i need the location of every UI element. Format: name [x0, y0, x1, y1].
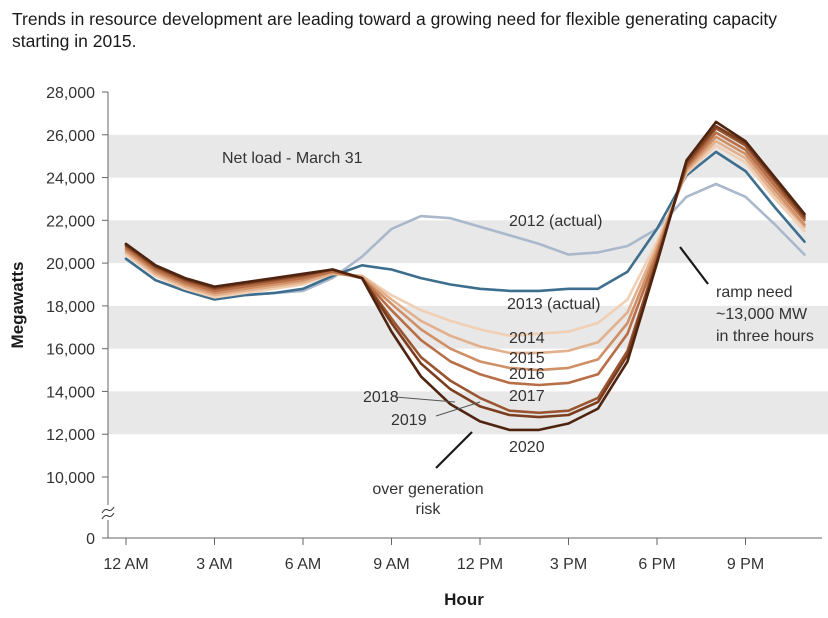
grid-band [108, 134, 828, 178]
x-axis-title: Hour [444, 590, 484, 609]
series-line-2014 [124, 144, 806, 338]
label-2014: 2014 [509, 330, 545, 347]
y-tick-label: 24,000 [46, 171, 95, 188]
label-2016: 2016 [509, 366, 545, 383]
y-tick-label: 16,000 [46, 342, 95, 359]
y-axis-title: Megawatts [8, 262, 27, 349]
ramp-label-line2: ~13,000 MW [716, 306, 808, 323]
ramp-label-line1: ramp need [716, 284, 793, 301]
y-tick-label: 26,000 [46, 128, 95, 145]
chart-title: Trends in resource development are leadi… [12, 9, 777, 51]
y-tick-label: 28,000 [46, 85, 95, 102]
grid-band [108, 220, 828, 264]
label-2020: 2020 [509, 439, 545, 456]
y-tick-labels: 0 10,000 12,000 14,000 16,000 18,000 20,000 22,… [46, 85, 108, 548]
label-2015: 2015 [509, 350, 545, 367]
label-2017: 2017 [509, 388, 545, 405]
label-2013: 2013 (actual) [507, 296, 600, 313]
y-tick-label: 20,000 [46, 256, 95, 273]
ramp-label-line3: in three hours [716, 328, 814, 345]
series-lines [124, 120, 806, 432]
y-tick-label: 14,000 [46, 384, 95, 401]
axis-break-mark [101, 506, 115, 520]
y-tick-label: 22,000 [46, 213, 95, 230]
label-2018: 2018 [363, 389, 399, 406]
over-generation-pointer [435, 431, 473, 469]
x-tick-label: 6 AM [285, 556, 321, 573]
x-tick-label: 12 PM [457, 556, 503, 573]
series-line-2015 [124, 139, 806, 355]
label-2019-leader [435, 401, 481, 417]
grid-band [108, 391, 828, 435]
x-tick-label: 3 AM [196, 556, 232, 573]
over-generation-label-line2: risk [416, 501, 442, 518]
x-tick-label: 6 PM [638, 556, 675, 573]
y-tick-label: 12,000 [46, 427, 95, 444]
x-tick-label: 12 AM [103, 556, 148, 573]
axes [101, 92, 822, 539]
net-load-label: Net load - March 31 [222, 150, 363, 167]
ramp-pointer [679, 246, 709, 285]
over-generation-label-line1: over generation [372, 481, 483, 498]
y-tick-label: 0 [86, 531, 95, 548]
x-tick-label: 9 PM [727, 556, 764, 573]
y-tick-label: 18,000 [46, 299, 95, 316]
x-tick-label: 3 PM [550, 556, 587, 573]
label-2012: 2012 (actual) [509, 213, 602, 230]
series-line-2016 [124, 135, 806, 372]
series-line-2020 [124, 120, 806, 432]
series-line-2017 [124, 131, 806, 387]
y-tick-label: 10,000 [46, 470, 95, 487]
x-tick-label: 9 AM [373, 556, 409, 573]
label-2019: 2019 [391, 412, 427, 429]
series-line-2013-actual [124, 150, 806, 301]
x-tick-labels: 12 AM 3 AM 6 AM 9 AM 12 PM 3 PM 6 PM 9 PM [103, 538, 764, 573]
label-2018-leader [394, 396, 456, 403]
